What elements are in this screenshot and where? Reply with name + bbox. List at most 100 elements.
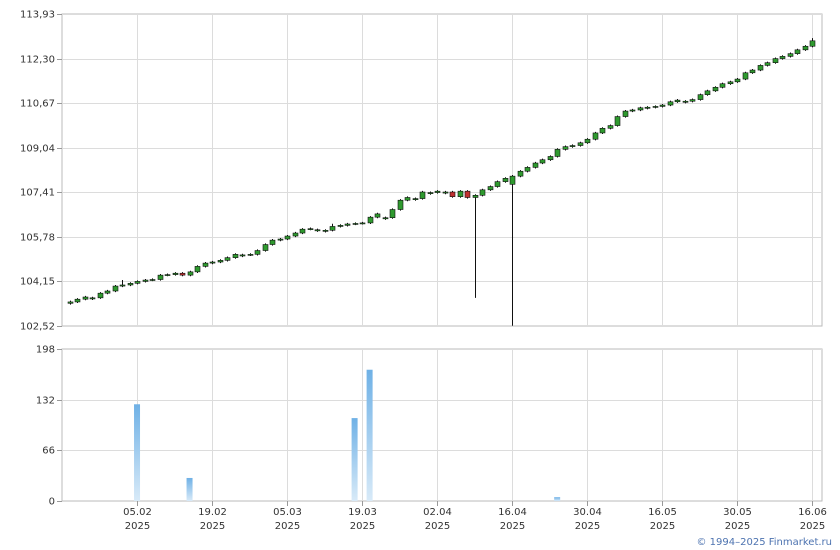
x-tick-label: 16.05 [648,507,677,518]
x-tick-label: 16.06 [798,507,827,518]
candle-body [307,228,314,230]
candle-body [292,232,299,237]
candle-body [367,216,374,224]
candle-body [652,106,659,108]
candle-body [569,145,576,147]
candle-body [344,223,351,226]
candle-body [494,181,501,187]
volume-bar [134,404,141,501]
x-tick-year: 2025 [425,521,450,532]
x-tick-label: 30.05 [723,507,752,518]
candle-body [547,156,554,161]
candle-body [532,162,539,168]
candle-body [539,159,546,164]
candle-body [517,170,524,177]
candle-body [637,107,644,111]
candle-body [764,62,771,66]
candle-body [419,191,426,199]
x-tick-label: 05.02 [123,507,152,518]
candle-body [397,199,404,210]
candle-body [224,257,231,261]
x-tick-label: 05.03 [273,507,302,518]
candle-body [142,279,149,282]
candle-body [712,86,719,92]
candle-body [127,283,134,286]
candle-body [562,146,569,150]
x-tick-year: 2025 [725,521,750,532]
candle-body [727,81,734,85]
candle-body [374,213,381,218]
candle-body [464,190,471,198]
candle-body [449,191,456,197]
y-tick-label: 132 [36,396,55,407]
candle-body [757,65,764,71]
volume-bar [366,369,373,501]
candle-body [337,225,344,227]
x-tick-label: 19.02 [198,507,227,518]
copyright[interactable]: © 1994–2025 Finmarket.ru [696,537,832,548]
candle-body [479,189,486,196]
x-tick-year: 2025 [500,521,525,532]
candle-body [779,56,786,59]
candle-body [607,125,614,129]
candle-body [262,244,269,251]
volume-bar [351,418,358,501]
candle-body [254,250,261,255]
candle-body [232,254,239,258]
plot-frame [61,13,823,327]
candle-body [667,101,674,106]
candle-body [614,116,621,126]
x-tick-year: 2025 [800,521,825,532]
y-tick-label: 110,67 [20,99,55,110]
candle-body [794,49,801,54]
x-tick-label: 19.03 [348,507,377,518]
candle-body [82,296,89,300]
candle-body [104,290,111,294]
candle-body [277,238,284,241]
candle-body [187,271,194,276]
x-tick-label: 02.04 [423,507,452,518]
plot-frame [61,348,823,502]
candle-body [404,197,411,201]
candle-body [472,194,479,198]
candle-body [352,223,359,225]
candle-body [629,109,636,112]
y-tick-label: 112,30 [20,55,55,66]
x-tick-year: 2025 [575,521,600,532]
candle-body [487,186,494,191]
candle-body [719,83,726,88]
candle-body [749,69,756,74]
y-tick-label: 66 [42,446,55,457]
y-tick-label: 102,52 [20,322,55,333]
candle-body [742,72,749,80]
candle-body [329,226,336,231]
candle-body [787,53,794,57]
candle-body [457,190,464,197]
candle-body [389,209,396,219]
candle-body [172,272,179,275]
y-tick-label: 0 [49,497,55,508]
candle-body [689,99,696,102]
candle-body [194,266,201,273]
x-tick-year: 2025 [125,521,150,532]
candle-body [284,235,291,240]
candle-body [269,239,276,245]
candle-body [97,292,104,299]
candle-body [179,272,186,276]
candle-body [202,262,209,267]
candle-body [322,229,329,232]
candle-body [524,167,531,172]
candle-body [67,301,74,304]
candle-body [442,191,449,194]
candle-body [427,192,434,194]
candle-body [112,285,119,292]
candle-body [164,274,171,276]
candle-body [772,58,779,63]
y-tick-label: 105,78 [20,233,55,244]
candle-body [502,178,509,182]
candle-body [119,284,126,287]
candle-body [359,222,366,225]
y-tick-label: 113,93 [20,10,55,21]
candle-body [149,279,156,281]
candle-body [134,281,141,284]
